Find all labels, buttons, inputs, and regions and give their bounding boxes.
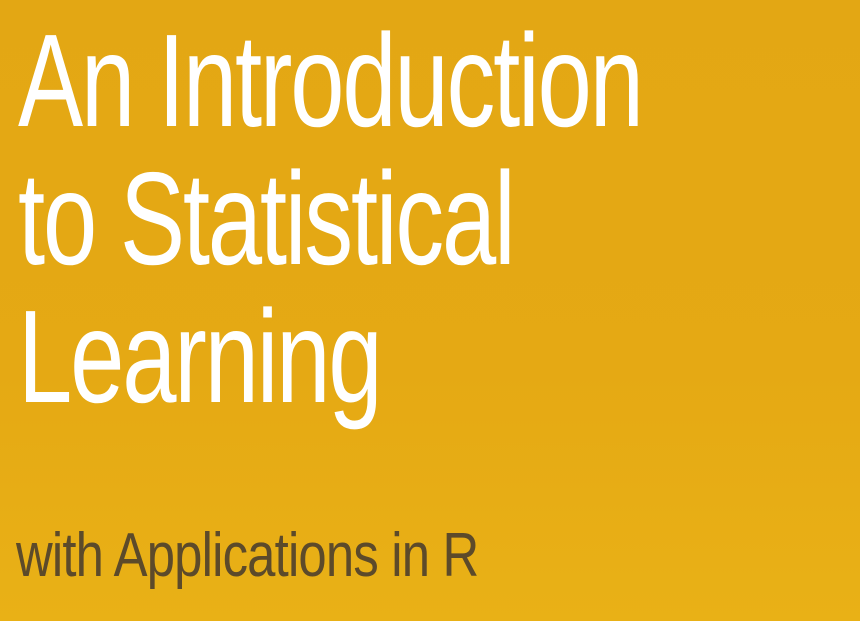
title-line-1: An Introduction <box>18 7 644 154</box>
title-line-3: Learning <box>18 283 383 430</box>
book-title: An Introduction to Statistical Learning <box>18 12 848 426</box>
title-line-2: to Statistical <box>18 145 516 292</box>
book-subtitle: with Applications in R <box>16 521 479 590</box>
